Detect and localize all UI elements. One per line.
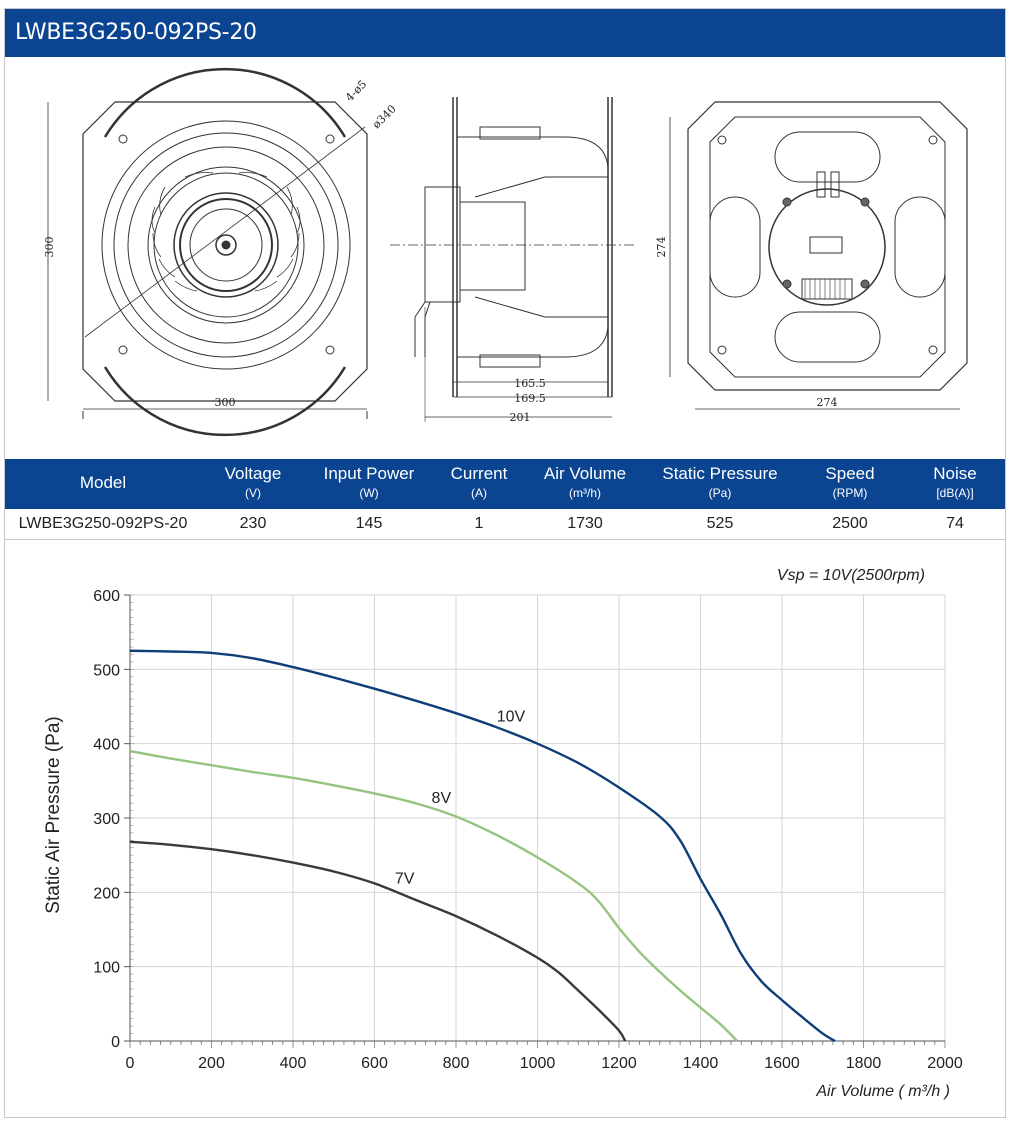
series-label-7v: 7V (395, 870, 415, 887)
x-tick-label: 2000 (927, 1055, 963, 1072)
series-line-8v (129, 749, 739, 1042)
series-line-10v (129, 649, 836, 1043)
header-input-power: Input Power (W) (323, 464, 415, 500)
cell-input-power: 145 (355, 515, 383, 532)
side-dim-3: 201 (510, 411, 531, 424)
header-model: Model (79, 473, 127, 492)
header-noise: Noise [dB(A)] (933, 464, 977, 500)
cell-voltage: 230 (239, 515, 267, 532)
y-tick-label: 300 (93, 811, 120, 828)
page-title: LWBE3G250-092PS-20 (5, 9, 1005, 57)
y-tick-label: 600 (93, 588, 120, 605)
series-label-10v: 10V (497, 708, 526, 725)
side-view-drawing (390, 97, 635, 422)
x-tick-label: 200 (198, 1055, 225, 1072)
x-tick-label: 800 (443, 1055, 470, 1072)
front-height-label: 300 (43, 237, 56, 258)
series-label-8v: 8V (432, 790, 452, 807)
header-air-volume: Air Volume (m³/h) (543, 464, 627, 500)
series-line-7v (129, 840, 627, 1042)
y-tick-label: 0 (111, 1034, 120, 1051)
cell-speed: 2500 (832, 515, 868, 532)
bolt-circle-label: ø340 (370, 102, 399, 131)
header-current: Current (A) (450, 464, 508, 500)
x-tick-label: 1600 (764, 1055, 800, 1072)
y-tick-label: 100 (93, 960, 120, 977)
x-tick-label: 1800 (846, 1055, 882, 1072)
x-tick-label: 600 (361, 1055, 388, 1072)
header-static-pressure: Static Pressure (Pa) (662, 464, 778, 500)
x-tick-label: 0 (126, 1055, 135, 1072)
y-tick-label: 200 (93, 885, 120, 902)
y-tick-label: 500 (93, 662, 120, 679)
cell-air-volume: 1730 (567, 515, 603, 532)
x-tick-label: 400 (280, 1055, 307, 1072)
header-voltage: Voltage (V) (224, 464, 282, 500)
x-tick-label: 1000 (520, 1055, 556, 1072)
back-width-label: 274 (817, 396, 838, 409)
holes-label: 4-ø5 (343, 78, 369, 104)
x-tick-label: 1400 (683, 1055, 719, 1072)
chart-grid (129, 594, 946, 1042)
performance-chart: 0 200 400 600 800 1000 1200 1400 1600 1800 2000 0 10… (43, 567, 963, 1100)
chart-series: 10V 8V 7V (129, 649, 836, 1043)
technical-drawings: 300 300 4-ø5 ø340 165.5 169.5 201 274 27… (43, 67, 968, 437)
chart-annotation: Vsp = 10V(2500rpm) (777, 567, 925, 584)
front-view-drawing (47, 67, 368, 437)
back-view-drawing (669, 101, 968, 410)
cell-noise: 74 (946, 515, 964, 532)
chart-axes: 0 200 400 600 800 1000 1200 1400 1600 1800 2000 0 10… (93, 588, 963, 1072)
datasheet-frame (4, 8, 1006, 1118)
cell-static-pressure: 525 (706, 515, 734, 532)
side-dim-2: 169.5 (514, 392, 546, 405)
cell-model: LWBE3G250-092PS-20 (18, 515, 188, 532)
side-dim-1: 165.5 (514, 377, 546, 390)
header-speed: Speed (RPM) (825, 464, 875, 500)
y-axis-label: Static Air Pressure (Pa) (43, 716, 64, 913)
y-tick-label: 400 (93, 737, 120, 754)
back-height-label: 274 (655, 237, 668, 258)
spec-table-header: Model Voltage (V) Input Power (W) Current(… (5, 459, 1005, 509)
spec-table-row: LWBE3G250-092PS-20 230 145 1 1730 525 25… (5, 509, 1005, 540)
x-axis-label: Air Volume ( m³/h ) (815, 1083, 950, 1100)
front-width-label: 300 (215, 396, 236, 409)
x-tick-label: 1200 (601, 1055, 637, 1072)
cell-current: 1 (474, 515, 484, 532)
